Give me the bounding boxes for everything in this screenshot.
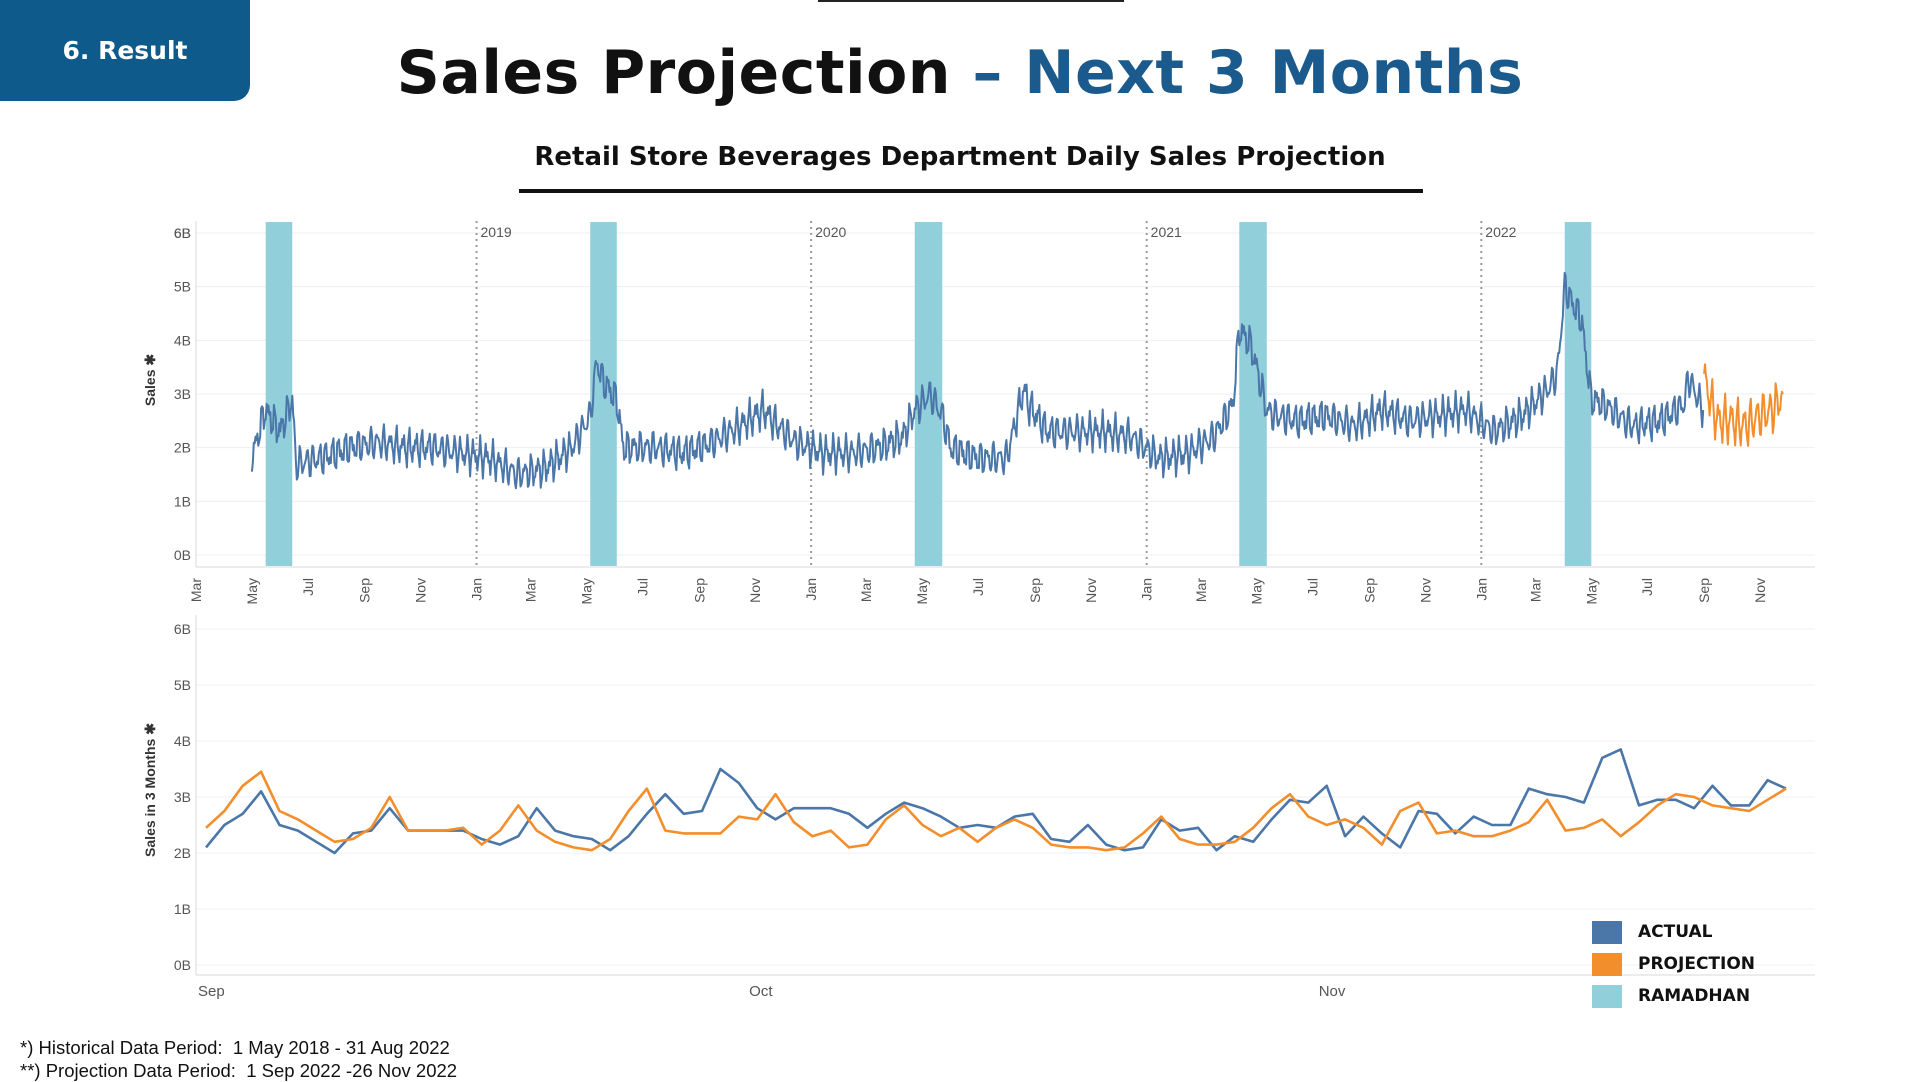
x-tick-label: May [1249, 578, 1265, 604]
x-tick-label: Mar [1193, 578, 1209, 602]
x-tick-label: Nov [747, 578, 763, 603]
legend-label-projection: PROJECTION [1638, 954, 1756, 974]
x-tick-label: Nov [413, 578, 429, 603]
subtitle-underline [519, 189, 1423, 193]
y-tick-label: 1B [174, 901, 191, 917]
y-tick-label: 0B [174, 957, 191, 973]
y-tick-label: 6B [174, 621, 191, 637]
y-tick-label: 2B [174, 440, 191, 456]
series-line-actual-0 [250, 271, 1705, 490]
chart-subtitle: Retail Store Beverages Department Daily … [534, 142, 1386, 172]
legend-swatch-ramadhan [1592, 984, 1622, 1008]
footnote-historical-period: *) Historical Data Period: 1 May 2018 - … [20, 1037, 450, 1058]
top-divider [818, 0, 1124, 2]
y-tick-label: 2B [174, 845, 191, 861]
footnote-projection-period: **) Projection Data Period: 1 Sep 2022 -… [20, 1060, 458, 1081]
x-tick-label: Nov [1083, 578, 1099, 603]
legend-label-ramadhan: RAMADHAN [1638, 986, 1751, 1006]
ramadhan-band-4 [1564, 222, 1592, 566]
y-tick-label: 1B [174, 493, 191, 509]
y-axis-title: Sales ✱ [142, 354, 158, 406]
year-marker-label: 2022 [1485, 224, 1516, 240]
x-tick-label: May [579, 578, 595, 604]
section-badge: 6. Result [0, 0, 250, 101]
ramadhan-band-0 [265, 222, 293, 566]
page-title-accent: – Next 3 Months [972, 38, 1524, 108]
x-tick-label: Jul [300, 578, 316, 596]
x-tick-label: Sep [198, 983, 225, 1000]
legend-label-actual: ACTUAL [1638, 922, 1713, 942]
x-tick-label: Jan [469, 578, 485, 601]
year-marker-label: 2020 [815, 224, 846, 240]
y-tick-label: 3B [174, 386, 191, 402]
y-tick-label: 3B [174, 789, 191, 805]
x-tick-label: Mar [188, 578, 204, 602]
x-tick-label: Jul [970, 578, 986, 596]
legend-item-actual: ACTUAL [1592, 916, 1755, 948]
x-tick-label: Mar [858, 578, 874, 602]
x-tick-label: Sep [1361, 578, 1377, 603]
x-tick-label: May [1583, 578, 1599, 604]
x-tick-label: Nov [1319, 983, 1346, 1000]
x-tick-label: Sep [691, 578, 707, 603]
x-tick-label: Sep [357, 578, 373, 603]
y-tick-label: 6B [174, 225, 191, 241]
x-tick-label: Nov [1417, 578, 1433, 603]
legend-swatch-actual [1592, 920, 1622, 944]
x-tick-label: Nov [1752, 578, 1768, 603]
y-tick-label: 5B [174, 279, 191, 295]
x-tick-label: Jan [1473, 578, 1489, 601]
page-title: Sales Projection – Next 3 Months [0, 38, 1920, 108]
legend-item-ramadhan: RAMADHAN [1592, 980, 1755, 1012]
year-marker-label: 2021 [1151, 224, 1182, 240]
x-tick-label: May [244, 578, 260, 604]
x-tick-label: Jul [1305, 578, 1321, 596]
y-tick-label: 5B [174, 677, 191, 693]
x-tick-label: Jan [1139, 578, 1155, 601]
legend-item-projection: PROJECTION [1592, 948, 1755, 980]
x-tick-label: Jul [1639, 578, 1655, 596]
y-axis-title: Sales in 3 Months ✱ [142, 723, 158, 857]
series-line-projection-0 [1703, 363, 1784, 447]
x-tick-label: Oct [749, 983, 773, 1000]
x-tick-label: Jan [803, 578, 819, 601]
x-tick-label: May [914, 578, 930, 604]
series-line-projection-1 [205, 770, 1787, 852]
x-tick-label: Jul [634, 578, 650, 596]
y-tick-label: 6B [174, 225, 191, 241]
y-tick-label: 4B [174, 733, 191, 749]
footnotes: *) Historical Data Period: 1 May 2018 - … [20, 1036, 457, 1082]
y-tick-label: 0B [174, 547, 191, 563]
x-tick-label: Sep [1696, 578, 1712, 603]
legend: ACTUAL PROJECTION RAMADHAN [1592, 916, 1755, 1012]
x-tick-label: Mar [523, 578, 539, 602]
page-title-main: Sales Projection [396, 38, 973, 108]
year-marker-label: 2019 [481, 224, 512, 240]
x-tick-label: Mar [1527, 578, 1543, 602]
section-badge-label: 6. Result [62, 36, 188, 65]
y-tick-label: 4B [174, 332, 191, 348]
x-tick-label: Sep [1027, 578, 1043, 603]
legend-swatch-projection [1592, 952, 1622, 976]
ramadhan-band-3 [1239, 222, 1267, 566]
